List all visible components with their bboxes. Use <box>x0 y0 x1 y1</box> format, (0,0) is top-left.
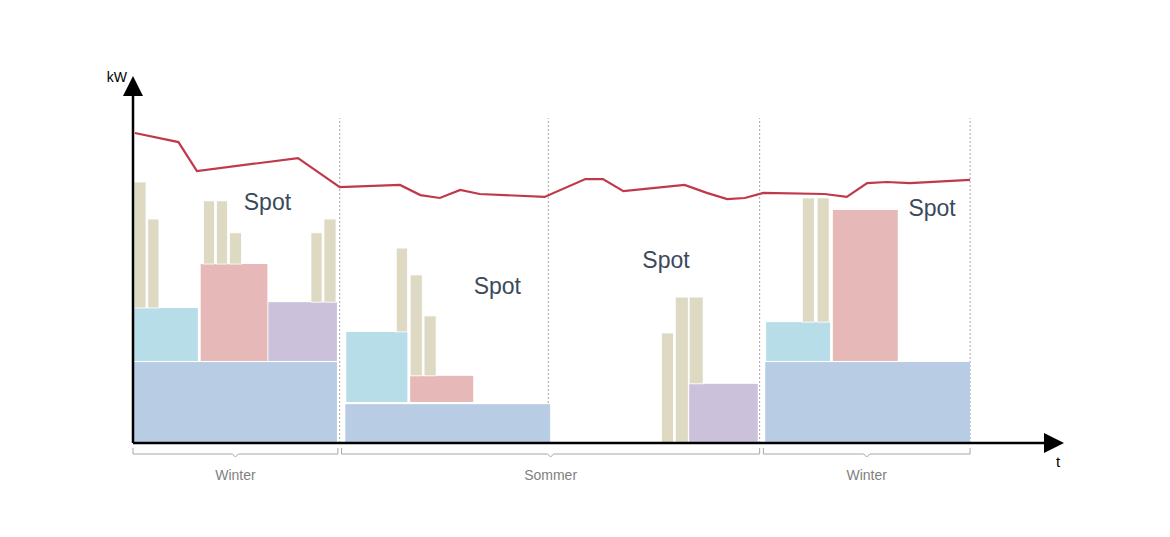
period-divider <box>548 118 549 443</box>
block <box>396 248 407 332</box>
block <box>134 182 146 308</box>
season-label: Winter <box>215 467 256 483</box>
block <box>765 362 970 443</box>
block <box>346 332 407 402</box>
season-label: Sommer <box>524 467 577 483</box>
block <box>424 316 436 376</box>
block <box>410 275 422 376</box>
seasons: Winter Sommer Winter <box>133 448 970 483</box>
annotations: Spot Spot Spot Spot <box>244 189 957 299</box>
period-divider <box>339 118 340 443</box>
season-bracket <box>133 448 338 457</box>
block <box>216 201 227 264</box>
block <box>201 264 268 361</box>
block <box>148 219 159 308</box>
chart: kW t Winter Sommer Winter Spot Spot Spot Spot <box>0 0 1170 537</box>
marks <box>133 133 970 443</box>
period-divider <box>759 118 760 443</box>
block <box>661 333 673 443</box>
x-axis-line <box>133 442 1060 445</box>
y-axis-label: kW <box>107 69 128 85</box>
period-dividers <box>340 118 970 443</box>
block <box>229 233 241 264</box>
block <box>833 210 898 361</box>
block <box>410 376 473 402</box>
season-bracket <box>763 448 970 457</box>
y-axis-line <box>132 80 135 443</box>
block <box>203 201 214 264</box>
block <box>817 198 829 322</box>
block <box>345 404 550 443</box>
block <box>675 297 688 443</box>
season-label: Winter <box>846 467 887 483</box>
block <box>766 322 830 361</box>
annotation: Spot <box>474 273 522 299</box>
annotation: Spot <box>908 195 956 221</box>
block <box>689 297 703 384</box>
y-axis <box>133 80 134 443</box>
x-axis-label: t <box>1056 453 1061 470</box>
x-axis <box>133 443 1060 444</box>
block <box>689 384 758 443</box>
block <box>311 233 322 302</box>
annotation: Spot <box>244 189 292 215</box>
season-bracket <box>342 448 760 457</box>
block <box>268 302 337 361</box>
block <box>802 198 814 322</box>
block <box>134 308 198 361</box>
block <box>133 362 337 443</box>
block <box>324 219 336 302</box>
annotation: Spot <box>642 247 690 273</box>
